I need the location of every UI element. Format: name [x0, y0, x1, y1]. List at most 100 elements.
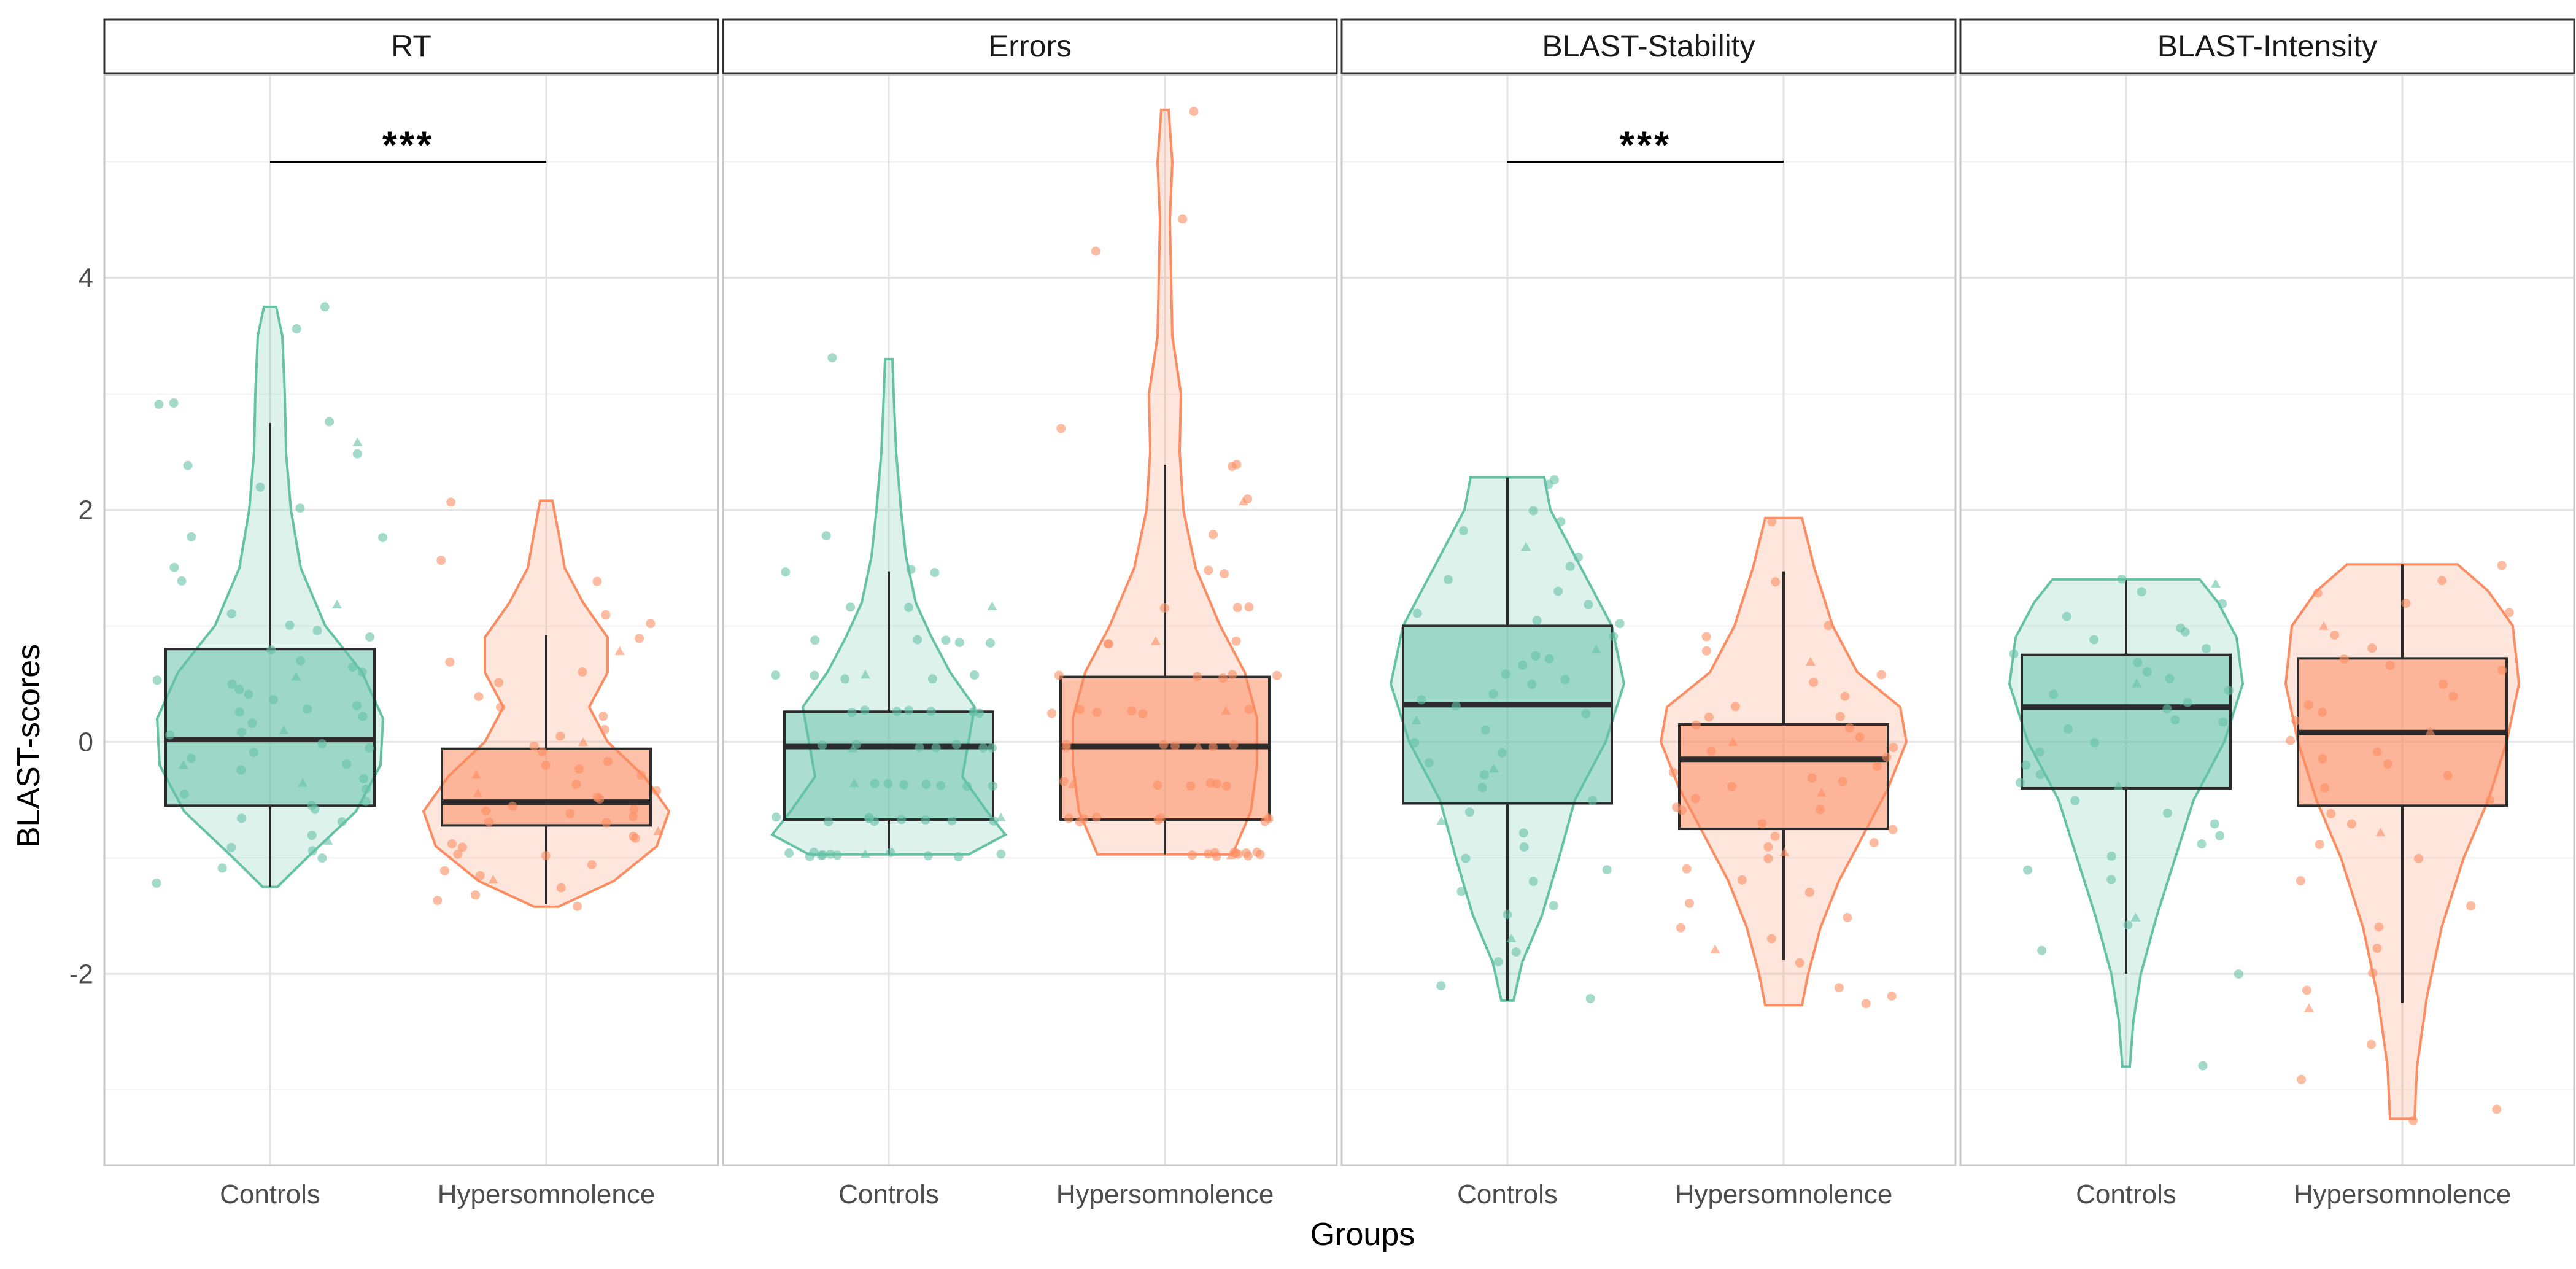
data-point — [772, 812, 781, 822]
data-point — [1067, 779, 1078, 788]
data-point — [2133, 658, 2143, 667]
data-point — [1255, 850, 1265, 860]
data-point — [1710, 944, 1720, 953]
data-point — [307, 801, 317, 810]
data-point — [818, 740, 827, 750]
data-point — [1771, 577, 1781, 587]
data-point — [2090, 738, 2100, 748]
panel-border — [1340, 74, 1957, 1166]
x-tick-label: Hypersomnolence — [438, 1179, 656, 1209]
data-point — [1807, 773, 1817, 783]
data-point — [883, 778, 893, 788]
data-point — [249, 748, 258, 758]
data-point — [2035, 770, 2045, 780]
data-point — [1227, 462, 1237, 471]
data-point — [1477, 783, 1487, 793]
data-point — [936, 781, 946, 790]
x-tick-label: Hypersomnolence — [1056, 1179, 1274, 1209]
data-point — [1549, 475, 1559, 484]
panel-border — [722, 74, 1338, 1166]
data-point — [947, 816, 957, 826]
data-point — [1047, 708, 1057, 718]
data-point — [2504, 608, 2514, 618]
data-point — [1062, 740, 1071, 750]
data-point — [1493, 957, 1503, 966]
data-point — [1602, 865, 1612, 875]
data-point — [2383, 759, 2392, 769]
data-point — [824, 817, 834, 826]
data-point — [481, 806, 491, 816]
data-point — [996, 849, 1006, 859]
data-point — [848, 743, 858, 753]
data-point — [307, 846, 317, 856]
data-point — [1078, 814, 1088, 824]
data-point — [1676, 923, 1685, 933]
data-point — [307, 831, 317, 840]
data-point — [2218, 599, 2227, 608]
data-point — [913, 635, 922, 645]
data-point — [1584, 600, 1593, 610]
data-point — [1888, 825, 1898, 834]
data-point — [1691, 720, 1701, 730]
data-point — [217, 863, 227, 873]
data-point — [292, 324, 301, 333]
data-point — [1511, 947, 1521, 957]
data-point — [446, 497, 456, 507]
data-point — [436, 556, 446, 565]
data-point — [471, 770, 481, 779]
data-point — [2009, 649, 2019, 659]
data-point — [600, 724, 609, 734]
data-point — [1244, 705, 1254, 715]
data-point — [1872, 761, 1882, 771]
data-point — [2439, 680, 2448, 689]
data-point — [2162, 704, 2172, 714]
data-point — [227, 679, 237, 689]
data-point — [183, 460, 193, 470]
data-point — [2372, 944, 2382, 953]
data-point — [244, 689, 253, 699]
data-point — [1193, 741, 1204, 750]
data-point — [1615, 619, 1625, 629]
data-point — [2330, 631, 2340, 640]
data-point — [849, 778, 859, 788]
box-controls — [783, 710, 994, 821]
data-point — [2035, 747, 2044, 757]
data-point — [439, 866, 449, 875]
data-point — [1588, 796, 1598, 805]
data-point — [2303, 1003, 2314, 1012]
data-point — [2339, 654, 2349, 664]
data-point — [2372, 747, 2382, 757]
data-point — [2401, 599, 2411, 608]
data-point — [2366, 1039, 2376, 1049]
data-point — [2218, 717, 2228, 727]
data-point — [978, 743, 988, 753]
x-tick-label: Controls — [2076, 1179, 2176, 1209]
data-point — [2165, 673, 2175, 683]
data-point — [2425, 726, 2435, 735]
data-point — [1728, 737, 1738, 746]
data-point — [975, 708, 984, 718]
data-point — [1527, 680, 1537, 689]
data-point — [1187, 850, 1197, 860]
data-point — [1497, 748, 1507, 758]
data-point — [810, 670, 819, 680]
data-point — [1809, 677, 1819, 687]
data-point — [1436, 816, 1447, 825]
data-point — [1104, 639, 1114, 649]
panel-border — [1959, 74, 2575, 1166]
data-point — [358, 712, 368, 721]
data-point — [1210, 848, 1220, 858]
data-point — [1091, 246, 1100, 256]
data-point — [247, 718, 257, 728]
data-point — [365, 743, 374, 753]
data-point — [226, 842, 236, 852]
data-point — [1519, 842, 1529, 852]
data-point — [1488, 689, 1498, 699]
data-point — [1843, 913, 1852, 922]
data-point — [234, 707, 244, 717]
data-point — [484, 817, 494, 827]
data-point — [1159, 740, 1169, 750]
data-point — [2414, 853, 2424, 863]
data-point — [860, 705, 870, 715]
